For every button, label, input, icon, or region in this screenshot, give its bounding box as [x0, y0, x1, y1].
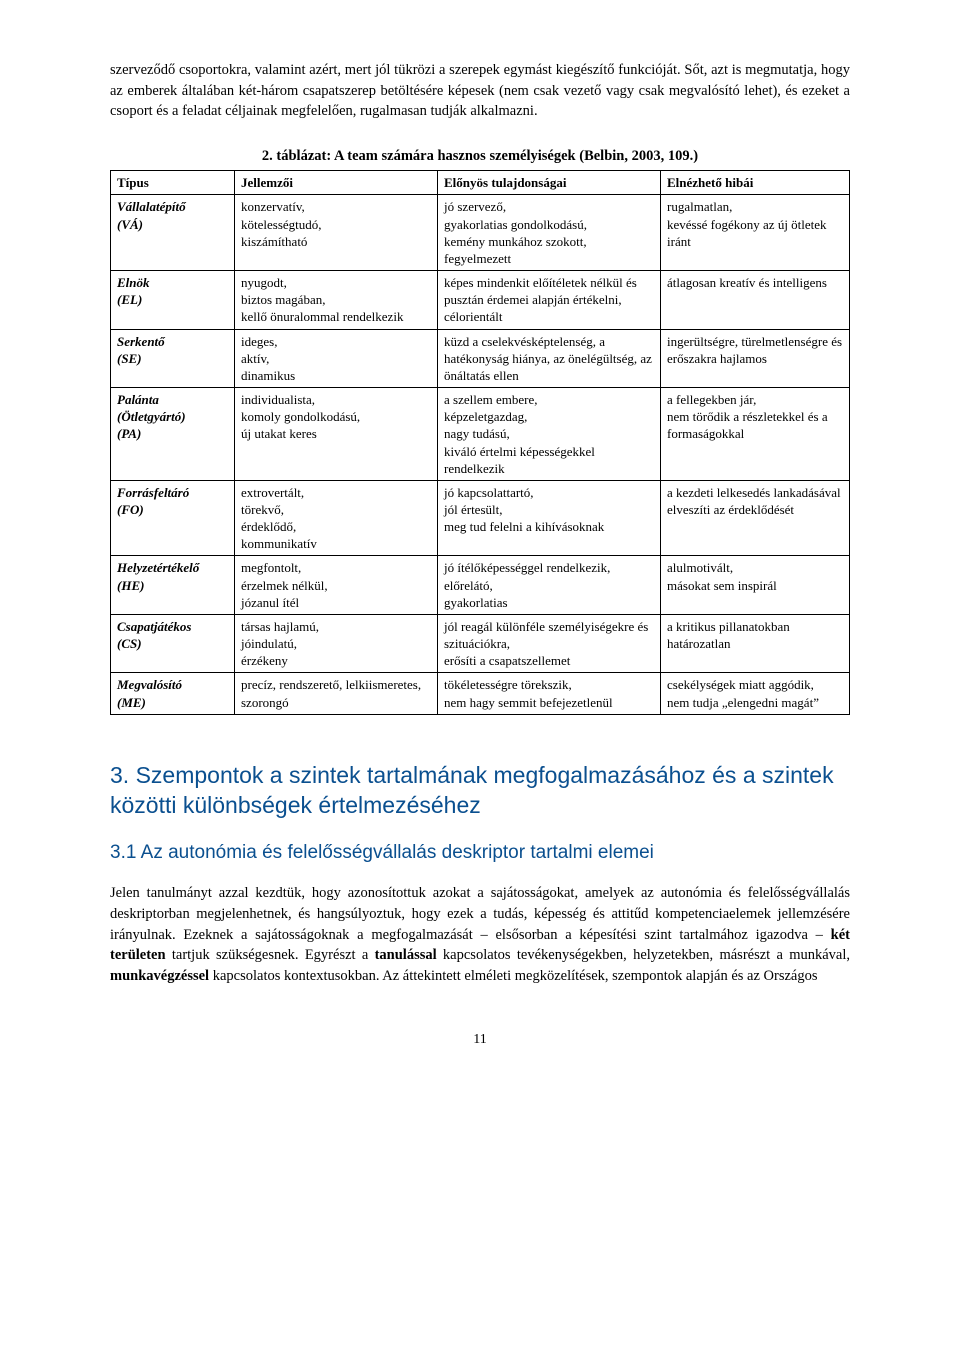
body-mid2: kapcsolatos tevékenységekben, helyzetekb… — [437, 947, 850, 963]
section-heading: 3. Szempontok a szintek tartalmának megf… — [110, 761, 850, 821]
col-header-elony: Előnyös tulajdonságai — [438, 171, 661, 195]
col-header-hibai: Elnézhető hibái — [661, 171, 850, 195]
cell-hibai: alulmotivált,másokat sem inspirál — [661, 556, 850, 614]
subsection-heading: 3.1 Az autonómia és felelősségvállalás d… — [110, 840, 850, 867]
table-row: Helyzetértékelő(HE)megfontolt,érzelmek n… — [111, 556, 850, 614]
cell-elony: jó kapcsolattartó,jól értesült,meg tud f… — [438, 480, 661, 556]
cell-jell: megfontolt,érzelmek nélkül,józanul ítél — [235, 556, 438, 614]
col-header-type: Típus — [111, 171, 235, 195]
body-bold-2: tanulással — [375, 947, 437, 963]
table-caption-text: 2. táblázat: A team számára hasznos szem… — [262, 148, 698, 164]
cell-jell: nyugodt,biztos magában,kellő önuralommal… — [235, 271, 438, 329]
cell-type: Megvalósító(ME) — [111, 673, 235, 714]
cell-jell: társas hajlamú,jóindulatú,érzékeny — [235, 614, 438, 672]
cell-jell: individualista,komoly gondolkodású,új ut… — [235, 388, 438, 481]
table-row: Palánta(Ötletgyártó)(PA)individualista,k… — [111, 388, 850, 481]
cell-type: Vállalatépítő(VÁ) — [111, 195, 235, 271]
page-number: 11 — [110, 1030, 850, 1050]
cell-jell: konzervatív,kötelességtudó,kiszámítható — [235, 195, 438, 271]
cell-jell: ideges,aktív,dinamikus — [235, 329, 438, 387]
cell-hibai: átlagosan kreatív és intelligens — [661, 271, 850, 329]
cell-hibai: a kezdeti lelkesedés lankadásával elvesz… — [661, 480, 850, 556]
cell-elony: küzd a cselekvésképtelenség, a hatékonys… — [438, 329, 661, 387]
body-mid1: tartjuk szükségesnek. Egyrészt a — [166, 947, 375, 963]
cell-type: Elnök(EL) — [111, 271, 235, 329]
cell-elony: jól reagál különféle személyiségekre és … — [438, 614, 661, 672]
body-post: kapcsolatos kontextusokban. Az áttekinte… — [209, 968, 817, 984]
cell-jell: precíz, rendszerető, lelkiismeretes, szo… — [235, 673, 438, 714]
cell-hibai: csekélységek miatt aggódik,nem tudja „el… — [661, 673, 850, 714]
intro-paragraph: szerveződő csoportokra, valamint azért, … — [110, 60, 850, 122]
cell-elony: jó ítélőképességgel rendelkezik,előrelát… — [438, 556, 661, 614]
cell-hibai: a kritikus pillanatokban határozatlan — [661, 614, 850, 672]
cell-elony: képes mindenkit előítéletek nélkül és pu… — [438, 271, 661, 329]
cell-type: Serkentő(SE) — [111, 329, 235, 387]
cell-type: Helyzetértékelő(HE) — [111, 556, 235, 614]
cell-elony: a szellem embere,képzeletgazdag,nagy tud… — [438, 388, 661, 481]
cell-type: Csapatjátékos(CS) — [111, 614, 235, 672]
table-row: Forrásfeltáró(FO)extrovertált,törekvő,ér… — [111, 480, 850, 556]
table-row: Vállalatépítő(VÁ)konzervatív,kötelességt… — [111, 195, 850, 271]
cell-hibai: ingerültségre, türelmetlenségre és erősz… — [661, 329, 850, 387]
table-row: Megvalósító(ME)precíz, rendszerető, lelk… — [111, 673, 850, 714]
body-pre: Jelen tanulmányt azzal kezdtük, hogy azo… — [110, 885, 850, 942]
cell-hibai: a fellegekben jár,nem törődik a részlete… — [661, 388, 850, 481]
table-row: Serkentő(SE)ideges,aktív,dinamikusküzd a… — [111, 329, 850, 387]
table-caption: 2. táblázat: A team számára hasznos szem… — [110, 146, 850, 167]
table-row: Csapatjátékos(CS)társas hajlamú,jóindula… — [111, 614, 850, 672]
body-bold-3: munkavégzéssel — [110, 968, 209, 984]
body-paragraph: Jelen tanulmányt azzal kezdtük, hogy azo… — [110, 883, 850, 986]
col-header-jell: Jellemzői — [235, 171, 438, 195]
cell-type: Palánta(Ötletgyártó)(PA) — [111, 388, 235, 481]
table-row: Elnök(EL)nyugodt,biztos magában,kellő ön… — [111, 271, 850, 329]
cell-jell: extrovertált,törekvő,érdeklődő,kommunika… — [235, 480, 438, 556]
table-header-row: Típus Jellemzői Előnyös tulajdonságai El… — [111, 171, 850, 195]
cell-elony: tökéletességre törekszik,nem hagy semmit… — [438, 673, 661, 714]
cell-hibai: rugalmatlan,kevéssé fogékony az új ötlet… — [661, 195, 850, 271]
cell-type: Forrásfeltáró(FO) — [111, 480, 235, 556]
belbin-table: Típus Jellemzői Előnyös tulajdonságai El… — [110, 170, 850, 714]
cell-elony: jó szervező,gyakorlatias gondolkodású,ke… — [438, 195, 661, 271]
